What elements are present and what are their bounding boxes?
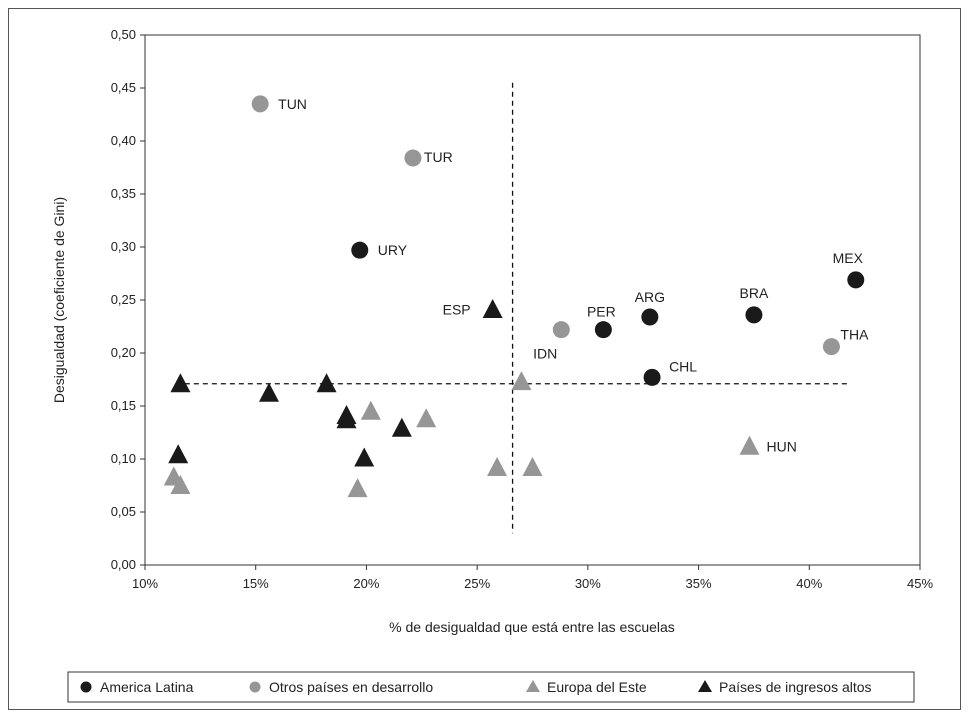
y-tick-label: 0,30	[111, 239, 136, 254]
plot-border	[144, 34, 921, 566]
x-tick-label: 35%	[686, 576, 712, 591]
legend-label-otros-paises-en-desarrollo: Otros países en desarrollo	[269, 679, 433, 695]
legend-marker-paises-de-ingresos-altos	[698, 680, 712, 692]
point-label-per: PER	[587, 304, 616, 320]
x-tick-label: 20%	[353, 576, 379, 591]
point-europa-del-este	[487, 456, 508, 476]
y-tick-label: 0,15	[111, 398, 136, 413]
point-label-tha: THA	[840, 327, 869, 343]
legend-label-america-latina: America Latina	[100, 679, 194, 695]
point-paises-de-ingresos-altos-esp	[482, 299, 503, 319]
legend-label-paises-de-ingresos-altos: Países de ingresos altos	[719, 679, 872, 695]
point-label-esp: ESP	[443, 302, 471, 318]
x-tick-label: 30%	[575, 576, 601, 591]
point-europa-del-este	[522, 456, 543, 476]
y-tick-label: 0,00	[111, 557, 136, 572]
point-america-latina-chl	[643, 368, 661, 386]
point-america-latina-ury	[351, 241, 369, 259]
point-otros-paises-en-desarrollo-tur	[404, 149, 422, 167]
x-tick-label: 15%	[243, 576, 269, 591]
y-tick-label: 0,25	[111, 292, 136, 307]
point-otros-paises-en-desarrollo-tun	[251, 95, 269, 113]
x-tick-label: 25%	[464, 576, 490, 591]
point-europa-del-este	[170, 475, 191, 494]
point-label-mex: MEX	[833, 250, 864, 266]
y-tick-label: 0,10	[111, 451, 136, 466]
plot-area	[144, 34, 921, 566]
point-label-chl: CHL	[669, 358, 697, 374]
point-otros-paises-en-desarrollo-tha	[822, 338, 840, 356]
point-europa-del-este	[347, 478, 368, 498]
legend-marker-europa-del-este	[526, 680, 540, 692]
point-america-latina-arg	[641, 308, 659, 326]
point-paises-de-ingresos-altos	[170, 373, 191, 393]
point-label-hun: HUN	[767, 438, 797, 454]
chart-frame	[8, 8, 961, 710]
point-label-arg: ARG	[635, 289, 665, 305]
legend-marker-otros-paises-en-desarrollo	[249, 681, 261, 693]
legend-box	[67, 671, 915, 703]
y-axis-title: Desigualdad (coeficiente de Gini)	[51, 197, 67, 403]
legend-marker-america-latina	[80, 681, 92, 693]
point-otros-paises-en-desarrollo-idn	[552, 321, 570, 339]
point-paises-de-ingresos-altos	[259, 382, 279, 402]
point-label-idn: IDN	[533, 346, 557, 362]
point-label-tun: TUN	[278, 96, 307, 112]
x-axis: 10% 15% 20% 25% 30% 35% 40% 45%	[132, 565, 933, 591]
point-label-ury: URY	[378, 242, 408, 258]
point-label-bra: BRA	[740, 285, 769, 301]
x-tick-label: 45%	[907, 576, 933, 591]
x-axis-title: % de desigualdad que está entre las escu…	[389, 619, 675, 635]
point-paises-de-ingresos-altos	[316, 373, 337, 393]
y-tick-label: 0,40	[111, 133, 136, 148]
point-paises-de-ingresos-altos	[354, 447, 375, 467]
x-tick-label: 10%	[132, 576, 158, 591]
point-europa-del-este-hun	[739, 435, 760, 455]
y-axis: 0,00 0,05 0,10 0,15 0,20 0,25 0,30 0,35 0,40 0,45…	[111, 27, 145, 572]
point-europa-del-este	[360, 400, 381, 420]
point-europa-del-este	[511, 371, 532, 391]
legend: America Latina Otros países en desarrollo…	[67, 671, 915, 703]
y-tick-label: 0,20	[111, 345, 136, 360]
point-label-tur: TUR	[424, 149, 453, 165]
point-paises-de-ingresos-altos	[391, 417, 412, 437]
legend-label-europa-del-este: Europa del Este	[547, 679, 647, 695]
y-tick-label: 0,45	[111, 80, 136, 95]
point-labels: URY PER ARG BRA CHL MEX TUN TUR IDN THA HUN ESP	[278, 96, 869, 454]
point-america-latina-per	[594, 321, 612, 339]
reference-lines	[184, 82, 850, 534]
point-paises-de-ingresos-altos	[168, 444, 189, 464]
point-america-latina-mex	[847, 271, 865, 289]
x-tick-label: 40%	[796, 576, 822, 591]
point-america-latina-bra	[745, 306, 763, 324]
y-tick-label: 0,50	[111, 27, 136, 42]
y-tick-label: 0,05	[111, 504, 136, 519]
point-europa-del-este	[416, 408, 437, 428]
point-paises-de-ingresos-altos	[336, 409, 357, 429]
y-tick-label: 0,35	[111, 186, 136, 201]
data-points	[163, 95, 865, 498]
